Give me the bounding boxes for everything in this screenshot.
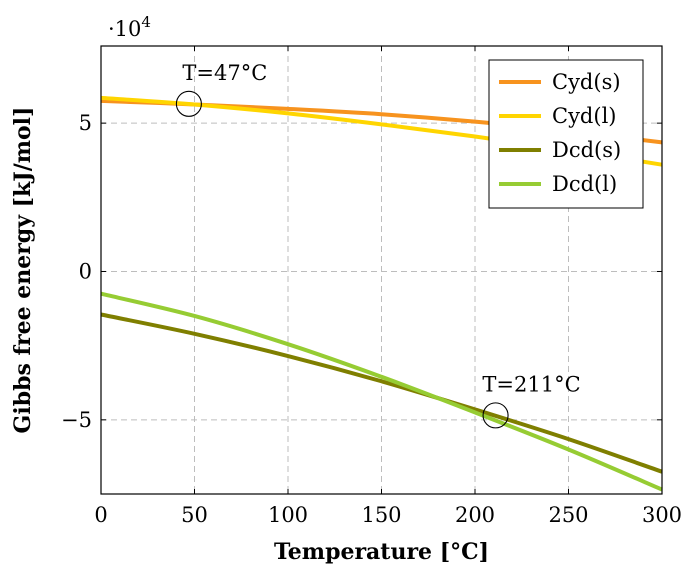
x-tick-label: 50 (181, 503, 208, 527)
legend-label: Cyd(l) (552, 104, 616, 128)
x-tick-label: 300 (642, 503, 682, 527)
legend-label: Dcd(l) (552, 172, 617, 196)
series-line-dcd-l (100, 291, 663, 492)
legend: Cyd(s) Cyd(l) Dcd(s) Dcd(l) (488, 59, 644, 209)
ticks: 0 50 100 150 200 250 300 −5 0 5 (61, 46, 682, 527)
x-axis-label: Temperature [°C] (274, 539, 489, 565)
annotations: T=47°C T=211°C (175, 61, 581, 429)
annotation-label: T=211°C (482, 372, 580, 396)
y-axis-label: Gibbs free energy [kJ/mol] (10, 107, 36, 434)
y-tick-label: 0 (79, 259, 92, 283)
y-tick-label: −5 (61, 408, 92, 432)
legend-label: Cyd(s) (552, 70, 621, 94)
y-axis-multiplier: ·104 (108, 13, 151, 41)
x-tick-label: 250 (548, 503, 588, 527)
annotation-circle (175, 90, 202, 117)
y-tick-label: 5 (79, 111, 92, 135)
annotation-circle (482, 402, 509, 429)
x-tick-label: 100 (268, 503, 308, 527)
x-tick-label: 150 (361, 503, 401, 527)
x-tick-label: 200 (455, 503, 495, 527)
series-line-dcd-s (100, 312, 663, 474)
annotation-label: T=47°C (182, 61, 267, 85)
x-tick-label: 0 (94, 503, 107, 527)
legend-label: Dcd(s) (552, 138, 621, 162)
